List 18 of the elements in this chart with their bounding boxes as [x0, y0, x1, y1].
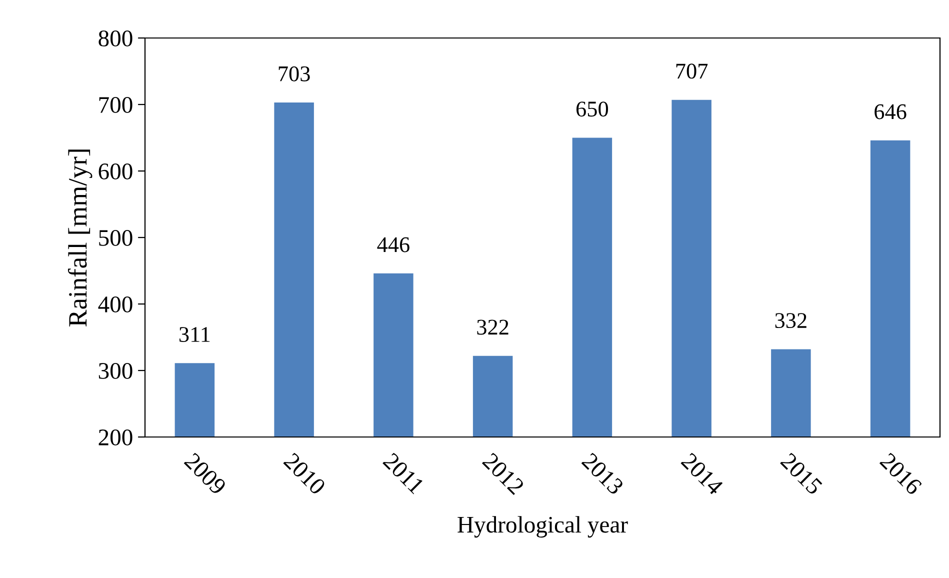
- y-tick-label: 400: [98, 296, 132, 312]
- x-tick-label: 2009: [184, 452, 227, 496]
- data-label: 707: [676, 64, 708, 79]
- y-tick-label: 200: [98, 429, 132, 446]
- data-label: 322: [477, 320, 508, 335]
- data-label: 446: [377, 237, 410, 252]
- data-label: 311: [180, 327, 210, 342]
- y-axis-title: Rainfall [mm/yr]: [68, 150, 92, 327]
- y-tick-label: 500: [99, 230, 132, 246]
- x-axis-title: Hydrological year: [458, 516, 628, 538]
- y-tick-label: 700: [99, 96, 132, 113]
- y-tick-label: 300: [98, 362, 132, 379]
- y-tick-label: 600: [98, 163, 132, 180]
- data-label: 646: [874, 104, 906, 120]
- data-label: 703: [278, 66, 310, 82]
- y-tick-label: 800: [98, 30, 132, 46]
- data-label: 650: [576, 102, 608, 117]
- data-label: 332: [775, 313, 806, 328]
